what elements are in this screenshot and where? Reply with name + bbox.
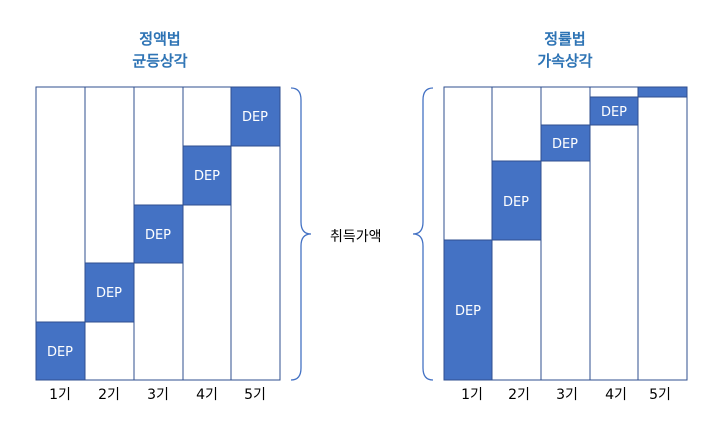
right-dep-block-2 [491,160,542,241]
right-curly-brace [412,87,434,381]
declining-balance-title-line2: 가속상각 [537,52,593,70]
right-period-5: 5기 [649,387,671,403]
declining-balance-title: 정률법 가속상각 [485,28,645,72]
left-period-1: 1기 [49,387,71,403]
right-dep-block-4 [589,96,639,126]
right-period-1: 1기 [461,387,483,403]
left-period-3: 3기 [147,387,169,403]
right-dep-block-3 [540,124,591,162]
right-dep-block-5 [637,86,688,98]
straight-line-title-line2: 균등상각 [132,52,188,70]
straight-line-chart: DEP DEP DEP DEP DEP [35,86,281,381]
left-dep-label-3: DEP [145,228,171,243]
left-dep-block-5 [230,86,281,147]
straight-line-title-line1: 정액법 [139,30,181,48]
left-dep-label-2: DEP [96,286,122,301]
right-dep-label-3: DEP [552,137,578,152]
left-period-4: 4기 [196,387,218,403]
right-dep-block-1 [443,239,493,381]
left-dep-block-1 [35,321,86,381]
left-dep-label-5: DEP [242,110,268,125]
left-dep-block-4 [182,145,232,206]
left-chart-frame [35,86,281,381]
left-period-2: 2기 [98,387,120,403]
acquisition-cost-label: 취득가액 [330,229,382,245]
left-dep-label-1: DEP [47,345,73,360]
left-period-5: 5기 [244,387,266,403]
left-dep-block-2 [84,262,135,323]
right-period-4: 4기 [605,387,627,403]
straight-line-title: 정액법 균등상각 [80,28,240,72]
left-dep-label-4: DEP [194,169,220,184]
right-period-2: 2기 [508,387,530,403]
left-dep-block-3 [133,204,184,264]
declining-balance-title-line1: 정률법 [544,30,586,48]
right-chart-frame [443,86,688,381]
left-curly-brace [290,87,312,381]
right-dep-label-4: DEP [601,105,627,120]
right-period-3: 3기 [556,387,578,403]
right-dep-label-2: DEP [503,195,529,210]
declining-balance-chart: DEP DEP DEP DEP [443,86,688,381]
right-dep-label-1: DEP [455,304,481,319]
